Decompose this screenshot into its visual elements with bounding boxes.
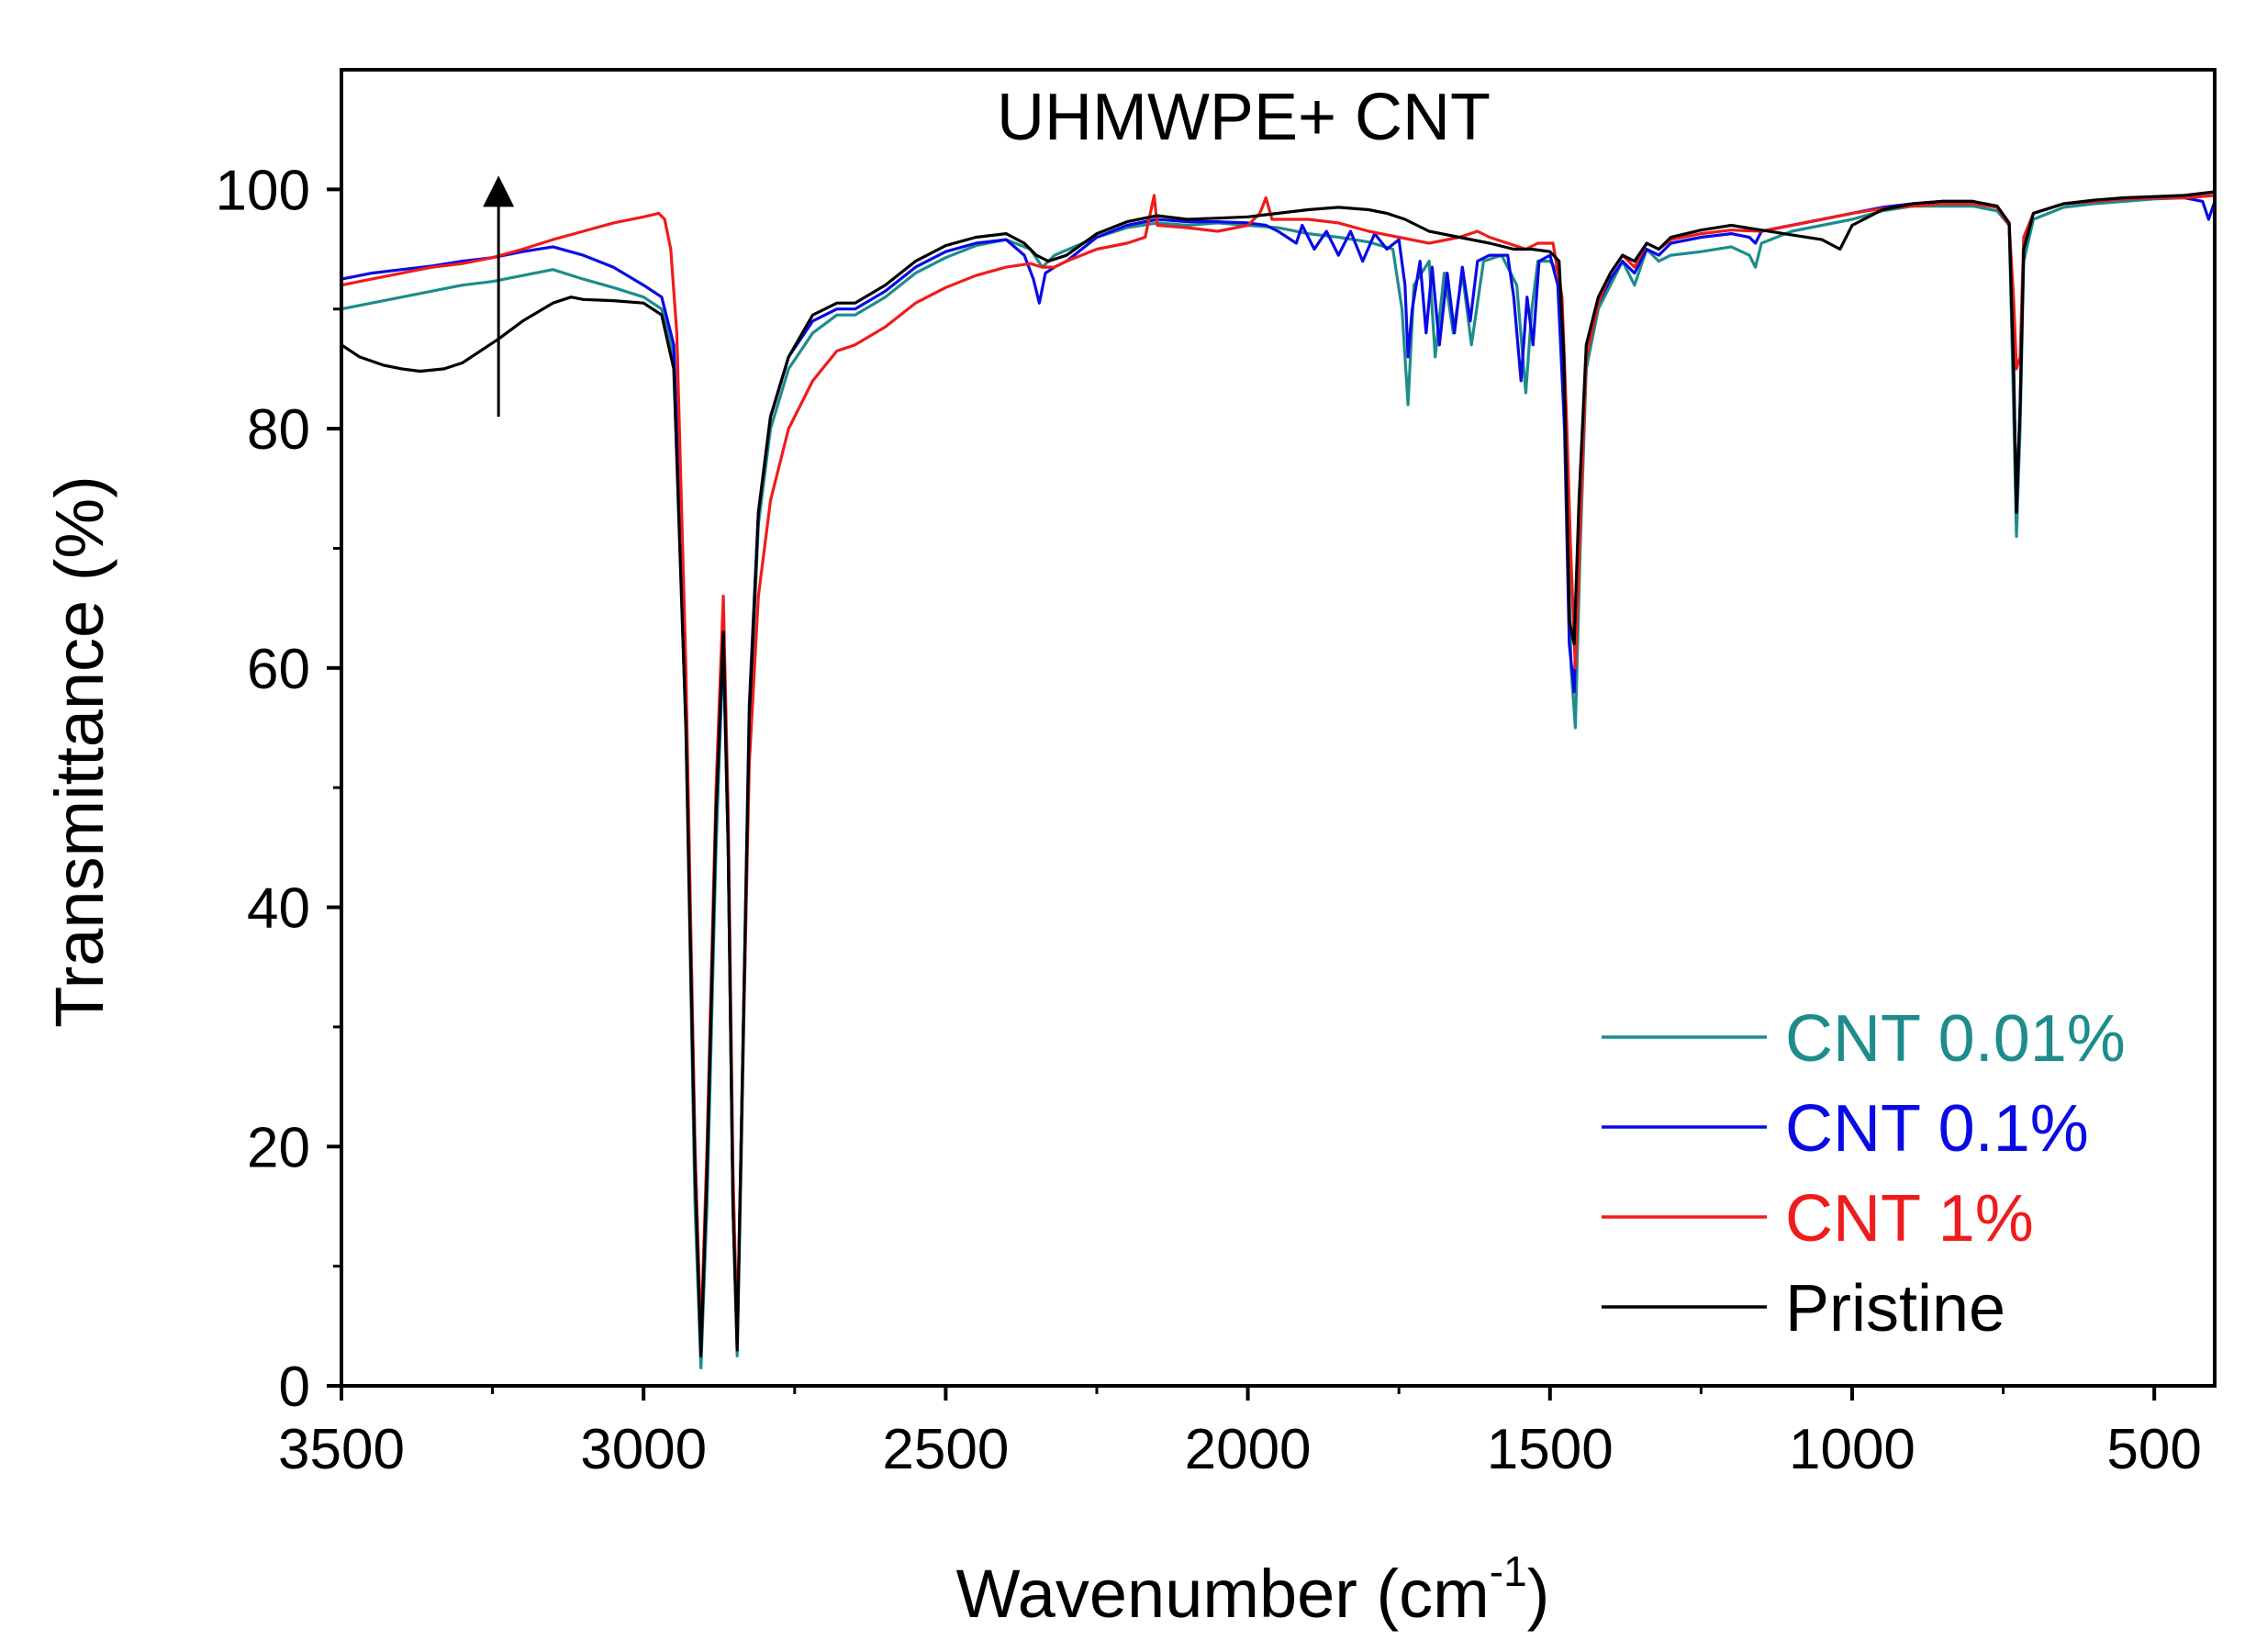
series-line-2 [341, 194, 2216, 1340]
x-tick-label: 3500 [278, 1418, 405, 1481]
legend: CNT 0.01% CNT 0.1% CNT 1% Pristine [1602, 1002, 2126, 1345]
series-layer [341, 190, 2217, 1369]
series-line-1 [341, 195, 2217, 1352]
legend-label: CNT 1% [1785, 1182, 2034, 1256]
y-tick-label: 100 [216, 159, 310, 222]
series-line-3 [341, 190, 2216, 1357]
x-axis-label-main: Wavenumber (cm [956, 1556, 1490, 1632]
legend-label: CNT 0.01% [1785, 1002, 2126, 1076]
axis-ticks [327, 187, 2157, 1401]
x-axis-label: Wavenumber (cm-1) [956, 1547, 1550, 1632]
x-tick-label: 3000 [580, 1418, 707, 1481]
x-tick-label: 2500 [882, 1418, 1009, 1481]
chart-title: UHMWPE+ CNT [997, 81, 1491, 154]
y-tick-label: 0 [279, 1356, 310, 1419]
y-tick-label: 40 [247, 877, 310, 941]
trend-arrow [483, 175, 515, 418]
y-tick-label: 60 [247, 638, 310, 701]
x-tick-label: 1500 [1487, 1418, 1614, 1481]
y-axis-label: Transmittance (%) [41, 475, 117, 1028]
tick-labels: 3500 3000 2500 2000 1500 1000 500 0 20 40 60 80 100 [216, 159, 2202, 1481]
x-axis-label-sup: -1 [1490, 1547, 1527, 1595]
x-tick-label: 1000 [1789, 1418, 1915, 1481]
y-tick-label: 80 [247, 398, 310, 462]
y-tick-label: 20 [247, 1116, 310, 1179]
x-tick-label: 2000 [1185, 1418, 1312, 1481]
arrow-head [483, 175, 515, 207]
legend-label: CNT 0.1% [1785, 1092, 2089, 1166]
x-tick-label: 500 [2106, 1418, 2201, 1481]
legend-label: Pristine [1785, 1272, 2005, 1345]
x-axis-label-close: ) [1527, 1556, 1550, 1632]
plot-frame [340, 68, 2217, 1388]
